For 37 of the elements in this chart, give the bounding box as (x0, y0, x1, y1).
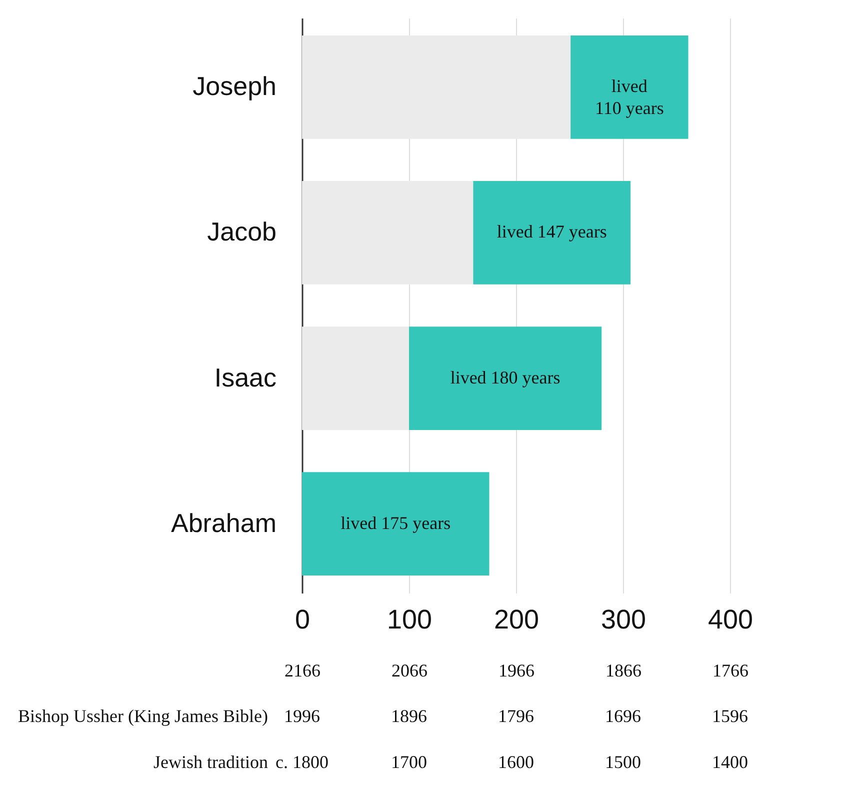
x-tick-label: 300 (600, 604, 646, 634)
text: c. 1800 (276, 752, 328, 772)
x2-tick-label: 2066 (392, 660, 428, 680)
y-tick-label: Joseph (192, 71, 276, 102)
x-tick-label: 400 (708, 604, 754, 634)
x-tick-label: 0 (294, 604, 310, 634)
text: 1996 (284, 706, 320, 726)
bar (302, 35, 571, 139)
data-label: lived 175 years (340, 512, 451, 533)
bar (409, 326, 602, 430)
bar (302, 472, 490, 576)
x2-tick-label: 1966 (498, 660, 534, 680)
x-tick-label: 100 (386, 604, 432, 634)
y-tick-label: Isaac (214, 362, 276, 392)
x2-tick-label: 1866 (606, 660, 642, 680)
bar (570, 35, 688, 139)
text: Bishop Ussher (King James Bible) (18, 706, 268, 726)
bar (302, 181, 474, 284)
x2-tick-label: 1766 (712, 660, 748, 680)
x-tick-label: 200 (494, 604, 540, 634)
x2-tick-label: 2166 (284, 660, 320, 680)
bar (302, 326, 409, 430)
bar (473, 181, 630, 284)
text: 1500 (605, 752, 641, 772)
text: 1796 (498, 706, 534, 726)
text: Jewish tradition (154, 752, 268, 772)
text: 1696 (605, 706, 641, 726)
text: 1700 (391, 752, 427, 772)
data-label: lived 180 years (450, 367, 560, 388)
text: 1600 (498, 752, 534, 772)
data-label: lived 110 years (595, 76, 664, 118)
text: 1596 (712, 706, 748, 726)
y-tick-label: Abraham (171, 508, 276, 538)
text: 1400 (712, 752, 748, 772)
data-label: lived 147 years (496, 222, 607, 242)
text: 1896 (391, 706, 427, 726)
y-tick-label: Jacob (207, 216, 276, 247)
